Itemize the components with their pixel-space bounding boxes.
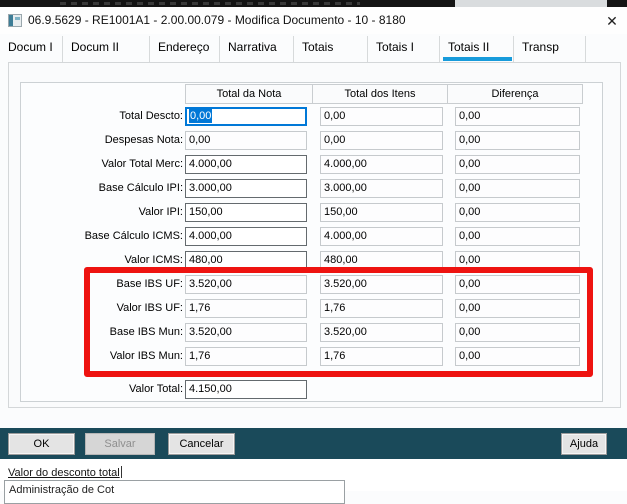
- input-total-descto-nota[interactable]: 0,00: [185, 107, 307, 126]
- input-despesas-nota-itens: 0,00: [320, 131, 443, 150]
- input-base-ibs-mun-itens: 3.520,00: [320, 323, 443, 342]
- field-label-valor-total-merc: Valor Total Merc:: [101, 158, 183, 170]
- field-label-valor-ibs-mun: Valor IBS Mun:: [109, 350, 183, 362]
- input-base-ibs-mun-nota: 3.520,00: [185, 323, 307, 342]
- input-base-ibs-uf-itens: 3.520,00: [320, 275, 443, 294]
- salvar-button: Salvar: [85, 433, 155, 455]
- tab-totais[interactable]: Totais: [294, 36, 368, 62]
- field-label-base-ibs-mun: Base IBS Mun:: [109, 326, 183, 338]
- status-area: Valor do desconto total Administração de…: [0, 459, 627, 504]
- field-label-valor-ipi: Valor IPI:: [138, 206, 183, 218]
- dialog-titlebar: 06.9.5629 - RE1001A1 - 2.00.00.079 - Mod…: [0, 7, 627, 34]
- tab-totais-ii[interactable]: Totais II: [440, 36, 514, 62]
- dialog-title: 06.9.5629 - RE1001A1 - 2.00.00.079 - Mod…: [28, 13, 406, 27]
- input-base-calculo-ipi-diferenca: 0,00: [455, 179, 580, 198]
- background-window-remnant-text: [60, 2, 360, 5]
- input-valor-ipi-diferenca: 0,00: [455, 203, 580, 222]
- tab-bar: Docum I Docum II Endereço Narrativa Totais To…: [0, 36, 627, 62]
- close-icon[interactable]: ✕: [606, 13, 618, 29]
- input-despesas-nota-diferenca: 0,00: [455, 131, 580, 150]
- window-icon: [8, 14, 22, 27]
- ok-button[interactable]: OK: [8, 433, 75, 455]
- background-window-strip: [0, 0, 627, 7]
- tab-docum-ii[interactable]: Docum II: [63, 36, 150, 62]
- field-label-valor-icms: Valor ICMS:: [124, 254, 183, 266]
- input-valor-ibs-mun-nota: 1,76: [185, 347, 307, 366]
- input-base-ibs-mun-diferenca: 0,00: [455, 323, 580, 342]
- field-label-base-calculo-icms: Base Cálculo ICMS:: [84, 230, 183, 242]
- input-valor-total-merc-itens: 4.000,00: [320, 155, 443, 174]
- field-label-base-calculo-ipi: Base Cálculo IPI:: [98, 182, 183, 194]
- text-caret: [120, 466, 122, 478]
- tab-narrativa[interactable]: Narrativa: [220, 36, 294, 62]
- input-base-calculo-icms-itens: 4.000,00: [320, 227, 443, 246]
- input-valor-total-merc-nota[interactable]: 4.000,00: [185, 155, 307, 174]
- tab-transp[interactable]: Transp: [514, 36, 586, 62]
- column-header-total-da-nota: Total da Nota: [185, 84, 313, 104]
- input-total-descto-itens: 0,00: [320, 107, 443, 126]
- tab-totais-i[interactable]: Totais I: [368, 36, 440, 62]
- input-valor-ibs-mun-itens: 1,76: [320, 347, 443, 366]
- field-label-base-ibs-uf: Base IBS UF:: [116, 278, 183, 290]
- input-valor-ipi-nota[interactable]: 150,00: [185, 203, 307, 222]
- column-header-diferenca: Diferença: [448, 84, 583, 104]
- input-valor-total-merc-diferenca: 0,00: [455, 155, 580, 174]
- input-total-descto-diferenca: 0,00: [455, 107, 580, 126]
- field-label-despesas-nota: Despesas Nota:: [104, 134, 183, 146]
- input-base-calculo-ipi-nota[interactable]: 3.000,00: [185, 179, 307, 198]
- input-base-calculo-ipi-itens: 3.000,00: [320, 179, 443, 198]
- status-partial-box: Administração de Cot: [4, 480, 345, 504]
- field-label-total-descto: Total Descto:: [119, 110, 183, 122]
- input-base-calculo-icms-diferenca: 0,00: [455, 227, 580, 246]
- input-valor-ibs-mun-diferenca: 0,00: [455, 347, 580, 366]
- tab-docum-i[interactable]: Docum I: [0, 36, 63, 62]
- input-despesas-nota-nota: 0,00: [185, 131, 307, 150]
- footer-button-bar: OK Salvar Cancelar Ajuda: [0, 428, 627, 459]
- tab-endereco[interactable]: Endereço: [150, 36, 220, 62]
- background-window-segment: [455, 0, 607, 7]
- background-window-segment-right: [607, 0, 627, 7]
- input-valor-ipi-itens: 150,00: [320, 203, 443, 222]
- field-label-valor-ibs-uf: Valor IBS UF:: [116, 302, 183, 314]
- column-header-total-dos-itens: Total dos Itens: [313, 84, 448, 104]
- input-base-ibs-uf-nota: 3.520,00: [185, 275, 307, 294]
- input-valor-ibs-uf-itens: 1,76: [320, 299, 443, 318]
- input-valor-ibs-uf-diferenca: 0,00: [455, 299, 580, 318]
- input-base-calculo-icms-nota[interactable]: 4.000,00: [185, 227, 307, 246]
- input-base-ibs-uf-diferenca: 0,00: [455, 275, 580, 294]
- input-valor-total-nota[interactable]: 4.150,00: [185, 380, 307, 399]
- selected-text: 0,00: [189, 109, 213, 123]
- input-valor-ibs-uf-nota: 1,76: [185, 299, 307, 318]
- field-label-valor-total: Valor Total:: [128, 383, 183, 395]
- cancelar-button[interactable]: Cancelar: [168, 433, 235, 455]
- input-valor-icms-nota[interactable]: 480,00: [185, 251, 307, 270]
- ajuda-button[interactable]: Ajuda: [561, 433, 607, 455]
- input-valor-icms-diferenca: 0,00: [455, 251, 580, 270]
- input-valor-icms-itens: 480,00: [320, 251, 443, 270]
- status-tooltip: Valor do desconto total: [8, 466, 122, 479]
